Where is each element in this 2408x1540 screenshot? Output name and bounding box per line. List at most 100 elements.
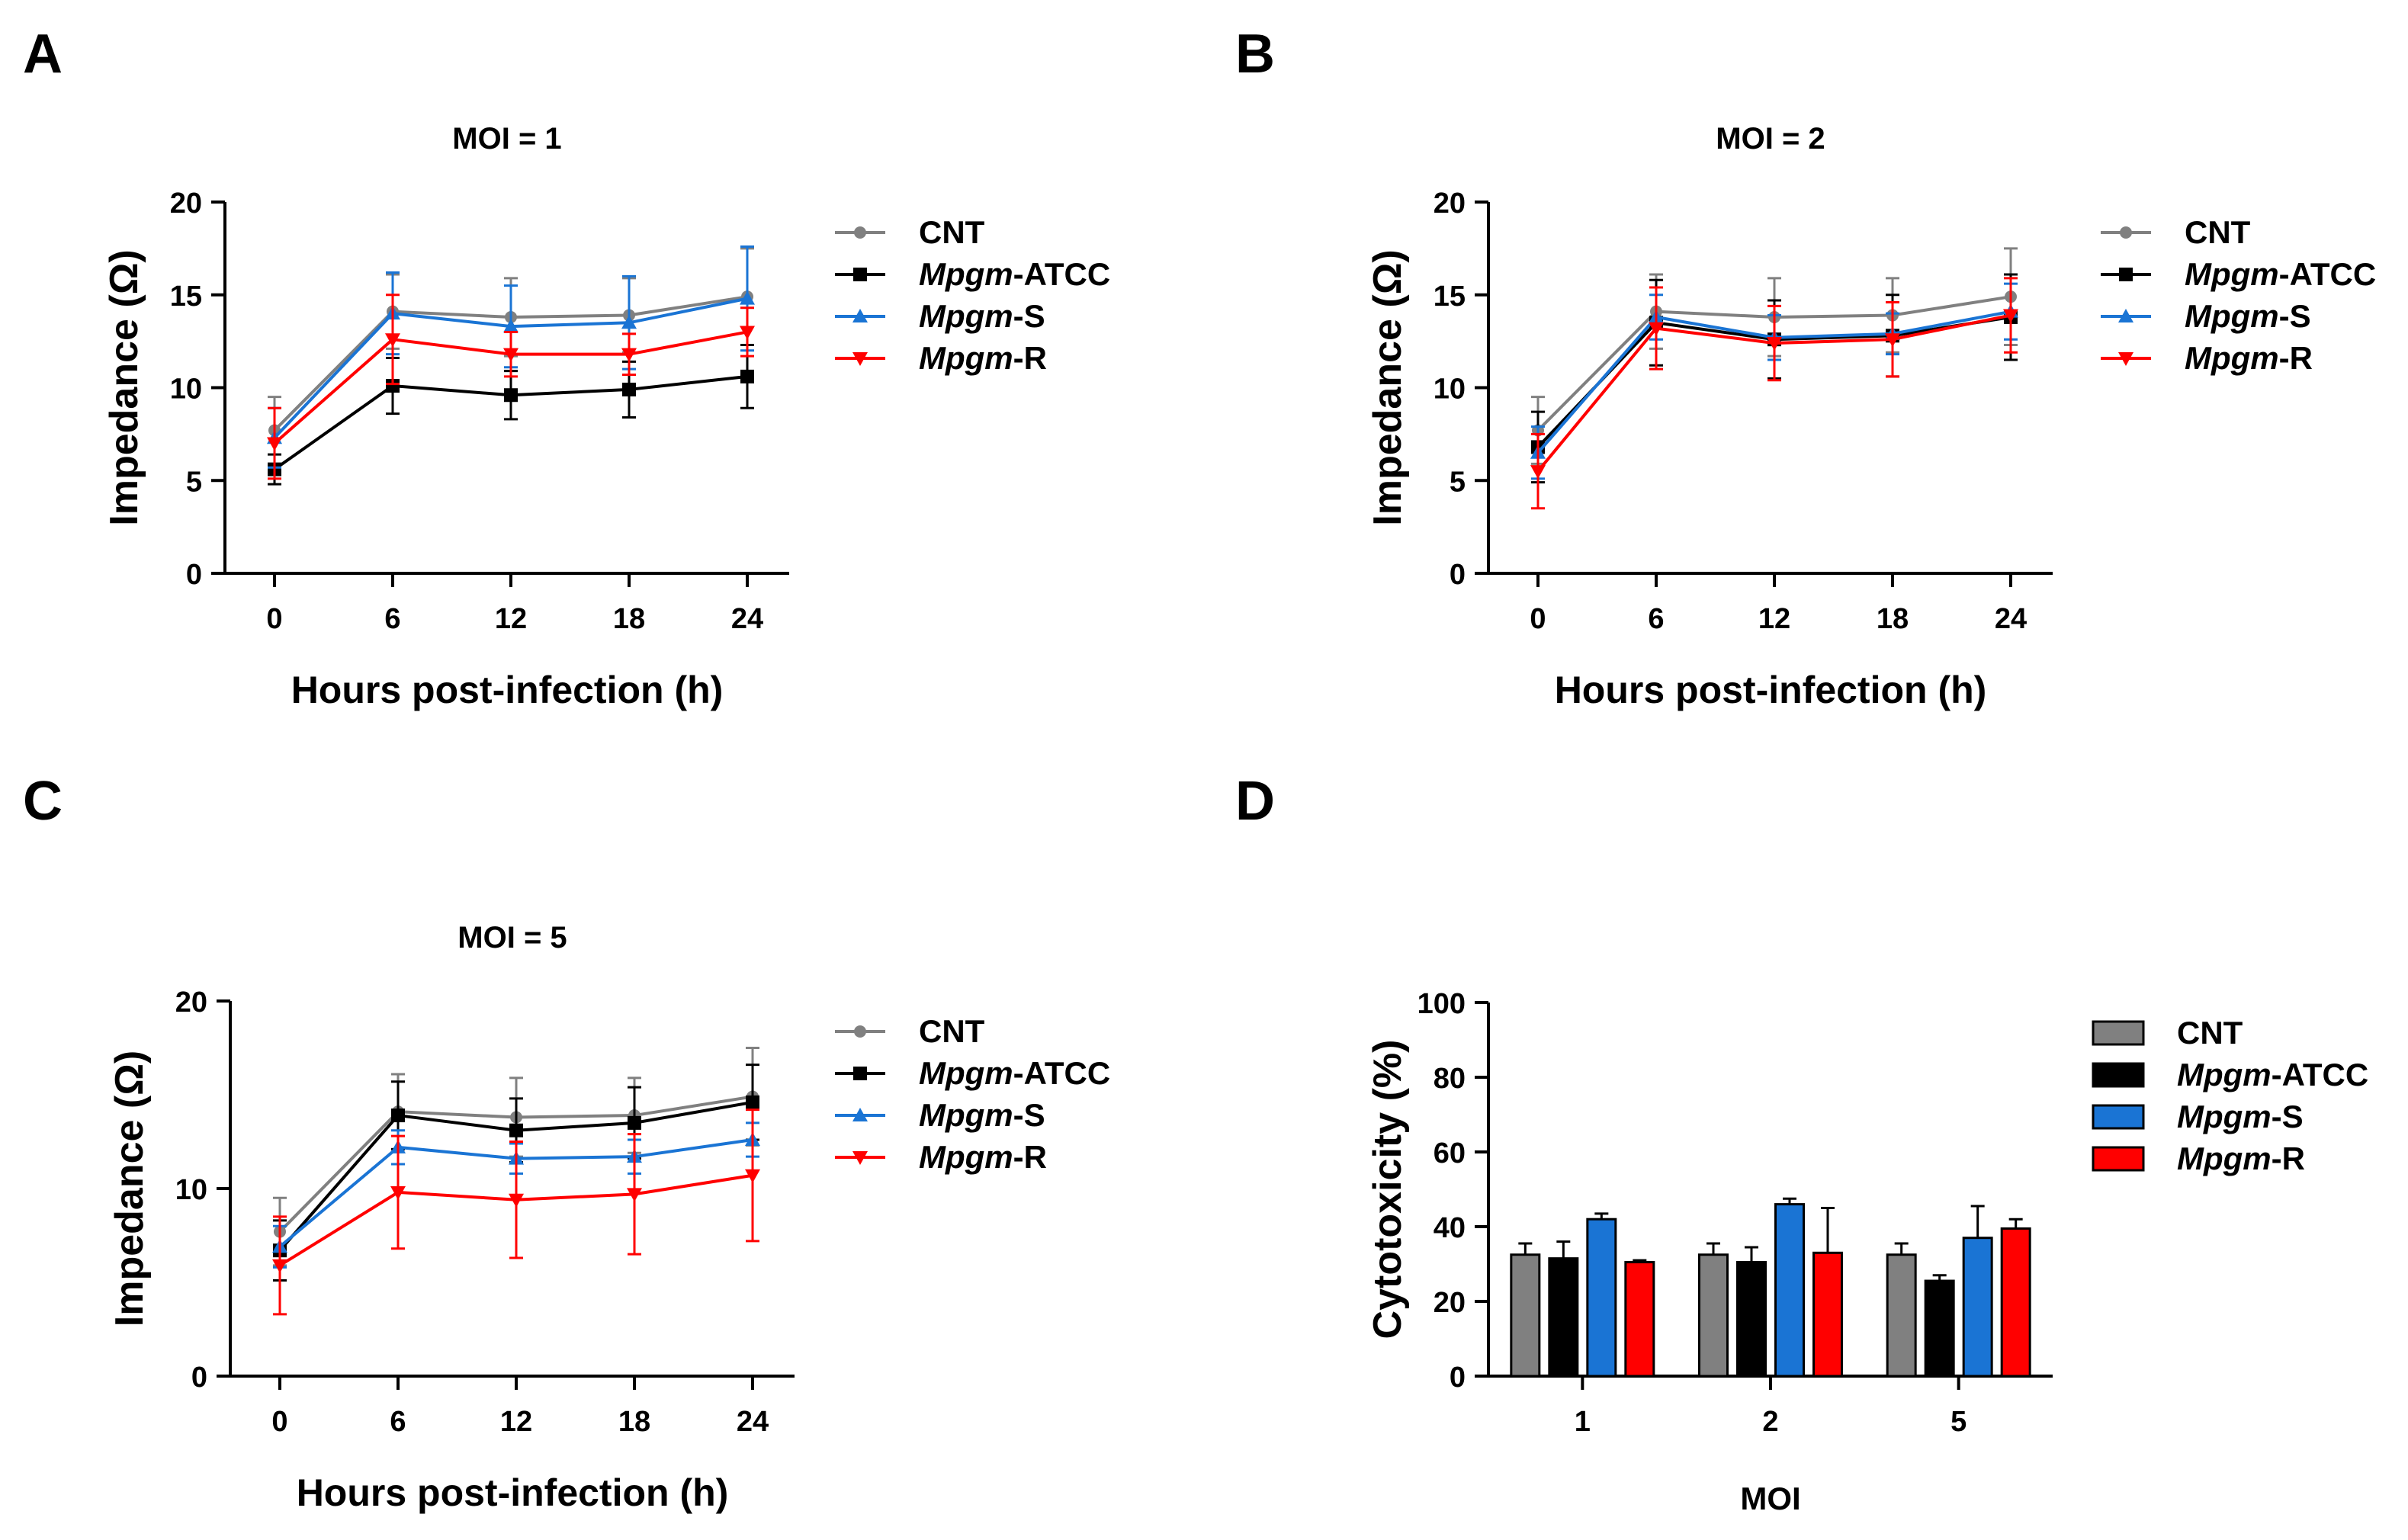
x-axis-label: Hours post-infection (h) (291, 669, 724, 711)
y-axis-label: Impedance (Ω) (108, 1051, 152, 1327)
panel-c-chart: MOI = 5 0 10 20 Impedance (Ω) 0 6 12 18 24 Hours p… (108, 921, 1110, 1514)
data-point (746, 1095, 759, 1109)
legend-marker (853, 268, 867, 281)
x-tick-label: 24 (731, 603, 763, 635)
bar-mpgm-r (1624, 1261, 1655, 1378)
legend-label-text: -R (1013, 340, 1047, 376)
legend-marker (852, 1108, 868, 1121)
data-point (627, 1188, 642, 1202)
legend-marker (852, 1151, 868, 1165)
data-point (1767, 337, 1782, 351)
x-tick-label: 6 (384, 603, 400, 635)
bar-mpgm-r (2000, 1227, 2031, 1378)
y-tick-label: 15 (1434, 281, 1466, 313)
y-tick-label: 0 (186, 559, 202, 591)
data-point (503, 348, 519, 362)
x-tick-label: 12 (495, 603, 527, 635)
y-tick-label: 20 (175, 987, 207, 1019)
legend-label: Mpgm-S (919, 298, 1045, 334)
y-axis-label: Impedance (Ω) (1366, 249, 1410, 525)
y-tick-label: 5 (1450, 466, 1466, 498)
panel-a-chart: MOI = 1 0 5 10 15 20 Impedance (Ω) 0 6 12 18 24 Hour… (102, 122, 1110, 711)
data-point (628, 1115, 641, 1130)
data-point (390, 1185, 406, 1200)
panel-label-a: A (23, 24, 63, 85)
legend-marker (854, 226, 866, 239)
legend-label: CNT (919, 214, 985, 250)
data-point (1649, 322, 1664, 336)
legend-label-text: -S (2272, 1099, 2304, 1134)
legend-label-text: -R (2272, 1141, 2305, 1176)
x-tick-label: 18 (618, 1406, 650, 1438)
legend-label-text: -ATCC (2279, 256, 2377, 292)
legend-label-text: CNT (919, 1013, 985, 1049)
y-tick-label: 10 (170, 374, 202, 406)
legend-label-text: -S (1013, 1097, 1045, 1133)
legend-label: Mpgm-ATCC (2185, 256, 2376, 292)
data-point (1530, 465, 1546, 480)
legend-label: Mpgm-S (919, 1097, 1045, 1133)
data-point (272, 1259, 287, 1273)
data-point (745, 1169, 760, 1183)
x-tick-label: 0 (271, 1406, 287, 1438)
legend-label-text: CNT (2177, 1015, 2243, 1051)
data-point (740, 369, 754, 383)
legend-label-italic: Mpgm (919, 298, 1013, 334)
bar-cnt (1698, 1253, 1729, 1378)
x-tick-label: 24 (737, 1406, 769, 1438)
y-tick-label: 60 (1434, 1137, 1466, 1169)
data-point (503, 319, 519, 333)
legend-label-italic: Mpgm (919, 1097, 1013, 1133)
legend-label: Mpgm-R (2185, 340, 2313, 376)
series-mpgm-r (272, 1108, 760, 1316)
y-tick-label: 15 (170, 281, 202, 313)
data-point (504, 388, 518, 403)
legend-label-italic: Mpgm (2185, 298, 2279, 334)
data-point (267, 437, 282, 451)
legend-label-text: -R (1013, 1139, 1047, 1175)
x-tick-label: 12 (500, 1406, 532, 1438)
series-mpgm-r (267, 294, 755, 480)
data-point (385, 333, 400, 348)
chart-title: MOI = 2 (1716, 122, 1825, 156)
legend-marker (853, 1067, 867, 1080)
legend-label: Mpgm-R (919, 340, 1047, 376)
legend-swatch (2092, 1104, 2145, 1130)
legend-label-italic: Mpgm (2177, 1057, 2272, 1092)
x-tick-label: 18 (613, 603, 645, 635)
legend-marker (852, 309, 868, 322)
legend-label-italic: Mpgm (2177, 1099, 2272, 1134)
chart-title: MOI = 1 (452, 122, 561, 156)
y-axis-label: Impedance (Ω) (102, 249, 146, 525)
y-tick-label: 40 (1434, 1212, 1466, 1244)
y-tick-label: 20 (1434, 188, 1466, 220)
legend-label-italic: Mpgm (919, 1139, 1013, 1175)
legend-label-text: -R (2279, 340, 2313, 376)
data-point (391, 1108, 405, 1123)
data-point (740, 290, 755, 305)
panel-b-chart: MOI = 2 0 5 10 15 20 Impedance (Ω) 0 6 12 18 24 Hour… (1366, 122, 2376, 711)
x-tick-label: 6 (390, 1406, 406, 1438)
legend-label-text: -ATCC (1013, 1055, 1111, 1091)
panel-label-b: B (1235, 24, 1275, 85)
legend-label: Mpgm-S (2177, 1099, 2304, 1134)
bar-cnt (1510, 1253, 1541, 1378)
legend-label-text: -ATCC (2272, 1057, 2369, 1092)
chart-title: MOI = 5 (458, 921, 567, 954)
y-tick-label: 20 (1434, 1287, 1466, 1319)
data-point (509, 1123, 523, 1137)
legend-label-text: -S (1013, 298, 1045, 334)
y-tick-label: 0 (1450, 559, 1466, 591)
legend-label: Mpgm-ATCC (919, 256, 1110, 292)
legend-label: Mpgm-R (919, 1139, 1047, 1175)
x-tick-label: 24 (1995, 603, 2027, 635)
y-tick-label: 10 (175, 1174, 207, 1206)
y-tick-label: 10 (1434, 374, 1466, 406)
x-tick-label: 5 (1950, 1406, 1967, 1438)
x-tick-label: 1 (1575, 1406, 1591, 1438)
data-point (621, 315, 637, 329)
legend-swatch (2092, 1146, 2145, 1172)
series-mpgm-r (1530, 277, 2018, 510)
bar-cnt (1886, 1253, 1917, 1378)
